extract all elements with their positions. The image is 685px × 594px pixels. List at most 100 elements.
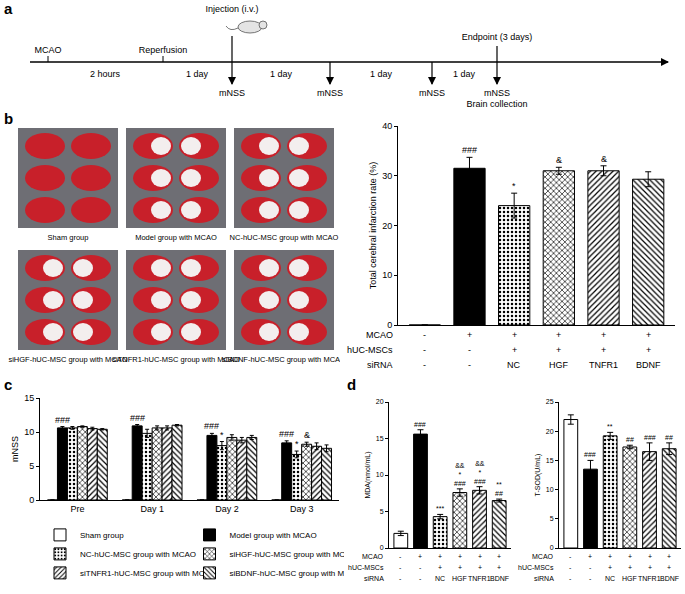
svg-text:Day 1: Day 1	[140, 504, 164, 514]
svg-text:Total cerebral infarction rate: Total cerebral infarction rate (%)	[368, 162, 378, 290]
svg-text:MCAO: MCAO	[532, 553, 554, 560]
svg-text:20: 20	[382, 221, 392, 231]
svg-text:TNFR1: TNFR1	[589, 360, 618, 370]
svg-text:+: +	[648, 564, 652, 571]
svg-text:mNSS: mNSS	[419, 88, 445, 98]
svg-text:###: ###	[279, 429, 294, 439]
svg-text:+: +	[608, 564, 612, 571]
svg-text:5: 5	[29, 461, 34, 471]
svg-text:+: +	[667, 553, 671, 560]
svg-text:*: *	[295, 439, 299, 449]
svg-text:Brain collection: Brain collection	[466, 99, 527, 109]
svg-text:TNFR1: TNFR1	[638, 575, 661, 582]
svg-text:+: +	[556, 330, 561, 340]
svg-text:NC: NC	[507, 360, 520, 370]
svg-text:*: *	[220, 430, 224, 440]
svg-text:mNSS: mNSS	[219, 88, 245, 98]
svg-text:###: ###	[204, 421, 219, 431]
svg-text:0: 0	[29, 495, 34, 505]
svg-text:siRNA: siRNA	[534, 575, 554, 582]
svg-text:BDNF: BDNF	[636, 360, 661, 370]
svg-text:10: 10	[376, 471, 384, 478]
svg-text:-: -	[589, 575, 592, 582]
svg-text:+: +	[438, 564, 442, 571]
svg-text:+: +	[601, 330, 606, 340]
svg-text:+: +	[667, 564, 671, 571]
svg-text:###: ###	[130, 413, 145, 423]
svg-text:&: &	[304, 430, 310, 440]
svg-text:NC-hUC-MSC group with MCAO: NC-hUC-MSC group with MCAO	[230, 233, 339, 242]
svg-text:&: &	[601, 154, 607, 164]
svg-text:10: 10	[382, 270, 392, 280]
svg-text:NC-hUC-MSC group with MCAO: NC-hUC-MSC group with MCAO	[80, 550, 196, 559]
svg-text:mNSS: mNSS	[484, 88, 510, 98]
svg-text:Injection (i.v.): Injection (i.v.)	[206, 4, 259, 14]
svg-text:NC: NC	[435, 575, 445, 582]
svg-text:**: **	[607, 423, 613, 430]
svg-text:+: +	[438, 553, 442, 560]
svg-text:5: 5	[550, 515, 554, 522]
svg-text:&&*###: &&*###	[454, 462, 466, 487]
svg-text:hUC-MSCs: hUC-MSCs	[518, 564, 554, 571]
svg-text:20: 20	[376, 398, 384, 405]
svg-text:HGF: HGF	[622, 575, 637, 582]
svg-text:15: 15	[24, 393, 34, 403]
svg-text:-: -	[423, 330, 426, 340]
svg-text:MCAO: MCAO	[35, 45, 62, 55]
svg-text:+: +	[628, 564, 632, 571]
svg-text:-: -	[423, 345, 426, 355]
svg-text:-: -	[569, 564, 572, 571]
svg-text:+: +	[512, 345, 517, 355]
svg-text:10: 10	[546, 486, 554, 493]
svg-text:+: +	[478, 553, 482, 560]
svg-text:MCAO: MCAO	[366, 330, 393, 340]
svg-text:-: -	[423, 360, 426, 370]
svg-text:***: ***	[436, 505, 444, 512]
svg-text:30: 30	[382, 171, 392, 181]
svg-text:1 day: 1 day	[186, 69, 209, 79]
svg-text:+: +	[646, 330, 651, 340]
svg-text:###: ###	[584, 451, 596, 458]
svg-text:1 day: 1 day	[453, 69, 476, 79]
svg-text:0: 0	[380, 544, 384, 551]
svg-text:+: +	[601, 345, 606, 355]
svg-text:siRNA: siRNA	[364, 575, 384, 582]
svg-text:###: ###	[55, 415, 70, 425]
svg-text:+: +	[458, 564, 462, 571]
svg-text:Pre: Pre	[70, 504, 84, 514]
svg-text:siTNFR1-hUC-MSC group with MCA: siTNFR1-hUC-MSC group with MCAO	[80, 569, 216, 578]
svg-text:1 day: 1 day	[270, 69, 293, 79]
svg-text:BDNF: BDNF	[490, 575, 509, 582]
svg-text:Model group with MCAO: Model group with MCAO	[230, 531, 317, 540]
svg-text:T-SOD(U/mL): T-SOD(U/mL)	[534, 454, 542, 497]
svg-text:Sham group: Sham group	[80, 531, 124, 540]
svg-text:0: 0	[387, 320, 392, 330]
svg-text:0: 0	[550, 544, 554, 551]
svg-text:hUC-MSCs: hUC-MSCs	[348, 564, 384, 571]
svg-text:MDA(nmol/mL): MDA(nmol/mL)	[364, 451, 372, 498]
svg-text:&&*###: &&*###	[474, 460, 486, 485]
svg-text:-: -	[569, 575, 572, 582]
svg-text:**##: **##	[495, 481, 503, 497]
svg-text:siHGF-hUC-MSC group with MCAO: siHGF-hUC-MSC group with MCAO	[230, 550, 345, 559]
svg-text:-: -	[399, 553, 402, 560]
svg-text:Reperfusion: Reperfusion	[139, 45, 188, 55]
svg-text:+: +	[588, 553, 592, 560]
svg-text:15: 15	[546, 457, 554, 464]
svg-text:-: -	[569, 553, 572, 560]
svg-text:-: -	[589, 564, 592, 571]
svg-text:+: +	[628, 553, 632, 560]
svg-text:mNSS: mNSS	[317, 88, 343, 98]
svg-text:###: ###	[462, 145, 477, 155]
svg-text:-: -	[399, 575, 402, 582]
svg-text:BDNF: BDNF	[660, 575, 679, 582]
svg-text:+: +	[512, 330, 517, 340]
svg-text:NC: NC	[605, 575, 615, 582]
svg-text:+: +	[608, 553, 612, 560]
svg-text:+: +	[648, 553, 652, 560]
svg-text:+: +	[497, 564, 501, 571]
svg-text:Sham group: Sham group	[48, 233, 89, 242]
svg-text:siBDNF-hUC-MSC group with MCAO: siBDNF-hUC-MSC group with MCAO	[222, 355, 340, 364]
svg-text:5: 5	[380, 508, 384, 515]
svg-text:mNSS: mNSS	[10, 436, 20, 462]
